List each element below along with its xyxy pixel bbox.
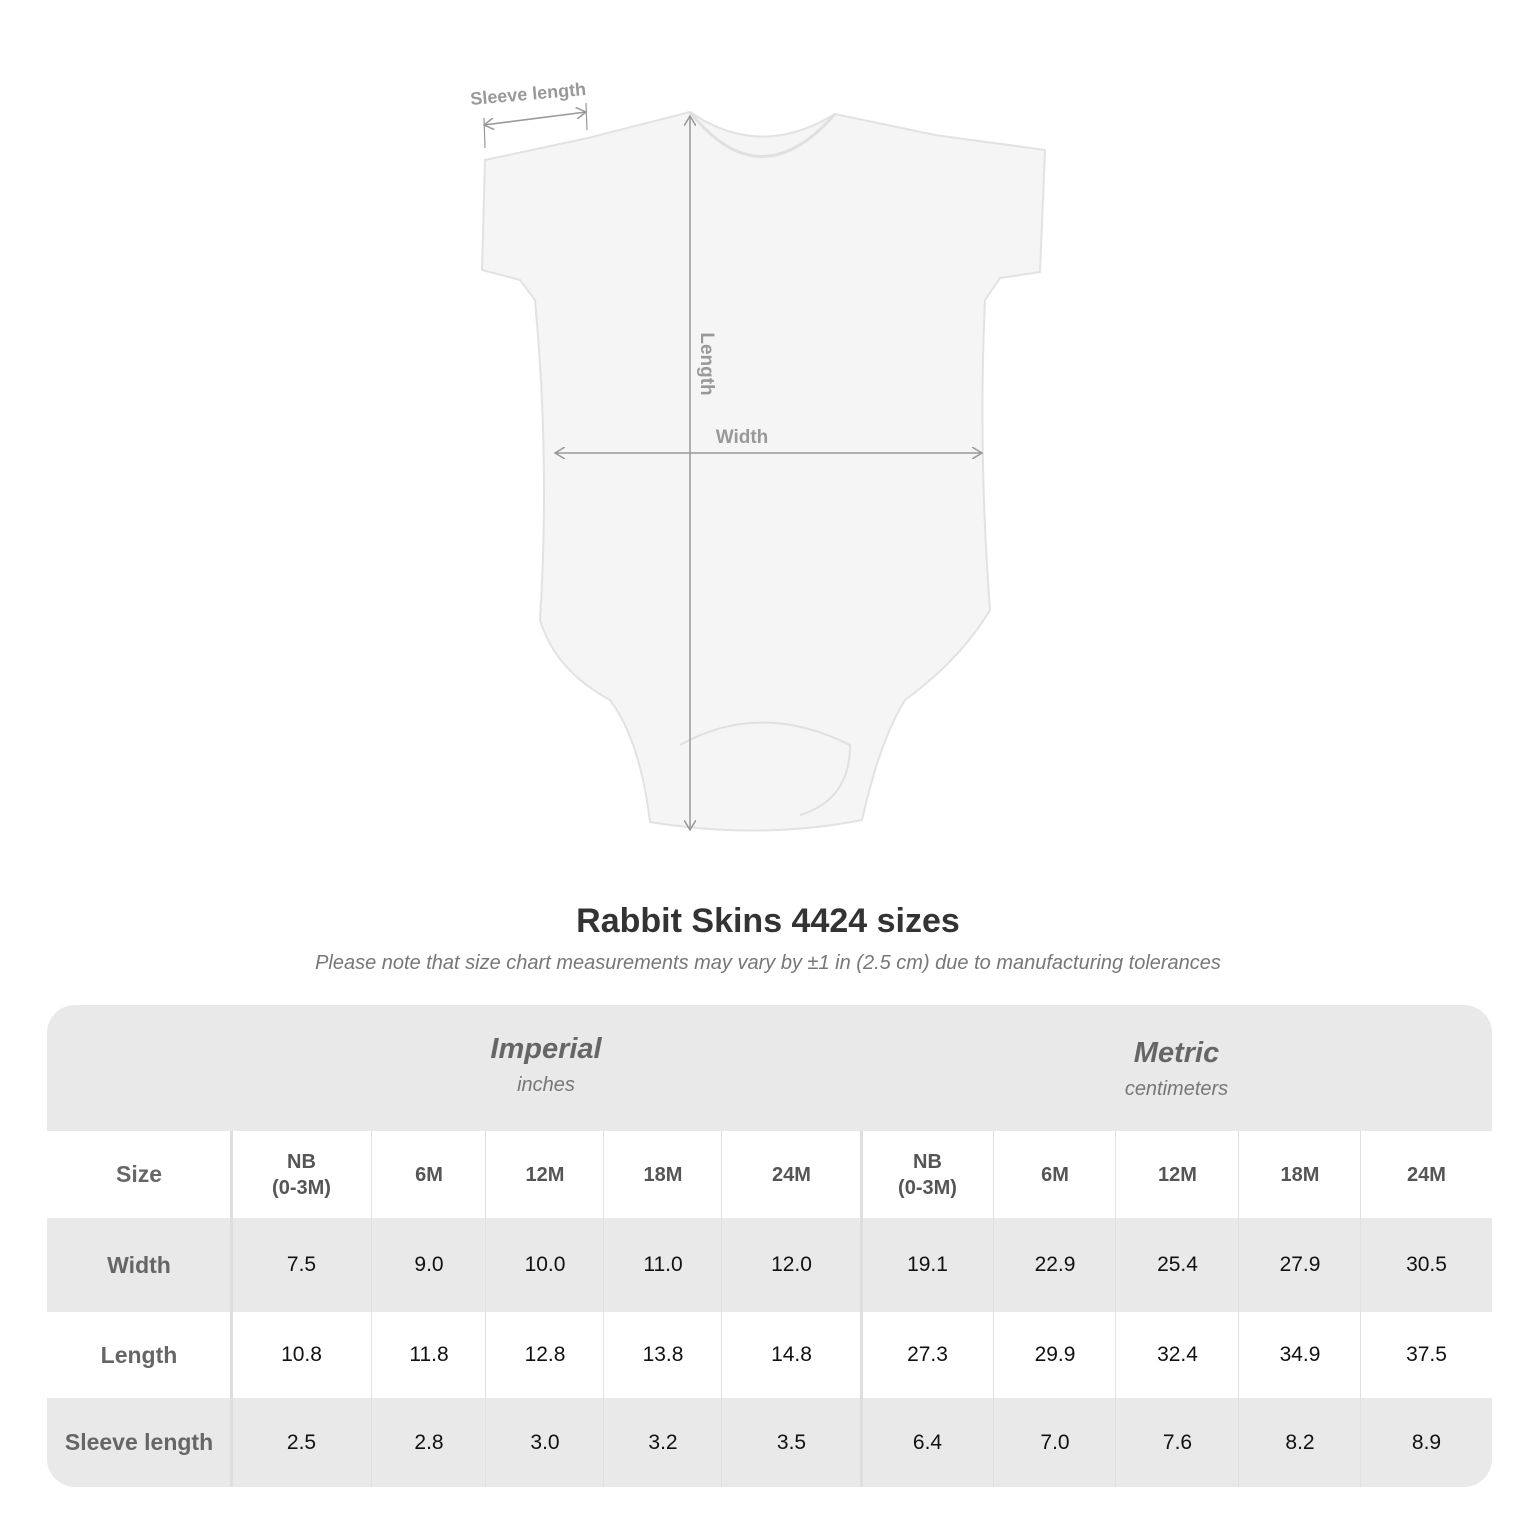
column-divider — [485, 1131, 486, 1487]
metric-value-cell: 8.9 — [1411, 1430, 1442, 1454]
imperial-value-cell: 7.5 — [286, 1253, 317, 1276]
imperial-value-cell: 12.8 — [524, 1343, 566, 1366]
column-divider — [721, 1131, 722, 1487]
metric-value-cell: 25.4 — [1157, 1253, 1198, 1276]
imperial-value-cell: 10.0 — [524, 1253, 566, 1276]
row-label: Width — [107, 1251, 171, 1278]
column-divider — [1115, 1131, 1116, 1487]
sleeve-arrow — [484, 112, 586, 125]
metric-value-cell: 32.4 — [1157, 1343, 1198, 1366]
size-header: 24M — [772, 1163, 811, 1186]
onesie-body — [480, 110, 1047, 832]
imperial-value-cell: 3.2 — [648, 1430, 678, 1454]
metric-value-cell: 22.9 — [1034, 1253, 1076, 1276]
sleeve-length-label: Sleeve length — [470, 79, 587, 109]
metric-title: Metric — [1133, 1037, 1220, 1069]
onesie-diagram: Sleeve length Length Width — [470, 79, 1047, 832]
row-label: Length — [100, 1341, 178, 1368]
size-header: NB (0-3M) — [272, 1150, 331, 1199]
column-divider — [993, 1131, 994, 1487]
size-header: NB (0-3M) — [898, 1150, 957, 1199]
imperial-value-cell: 12.0 — [771, 1253, 812, 1276]
chart-title: Rabbit Skins 4424 sizes — [576, 902, 960, 940]
column-divider — [860, 1131, 863, 1487]
chart-subtitle: Please note that size chart measurements… — [315, 952, 1221, 974]
crotch-flap — [679, 721, 852, 816]
metric-value-cell: 30.5 — [1406, 1253, 1447, 1276]
size-header: 6M — [415, 1163, 443, 1186]
imperial-value-cell: 11.0 — [643, 1253, 683, 1276]
metric-value-cell: 6.4 — [912, 1430, 943, 1454]
metric-value-cell: 7.6 — [1162, 1430, 1193, 1454]
column-divider — [230, 1131, 233, 1487]
imperial-value-cell: 2.5 — [286, 1430, 317, 1454]
imperial-value-cell: 3.0 — [530, 1430, 560, 1454]
imperial-value-cell: 11.8 — [409, 1343, 449, 1366]
metric-value-cell: 27.9 — [1279, 1253, 1321, 1276]
metric-value-cell: 27.3 — [907, 1343, 948, 1366]
imperial-value-cell: 2.8 — [414, 1430, 444, 1454]
column-divider — [1238, 1131, 1239, 1487]
metric-value-cell: 19.1 — [907, 1253, 948, 1276]
metric-header: Metric centimeters — [861, 1037, 1492, 1101]
column-divider — [603, 1131, 604, 1487]
imperial-value-cell: 9.0 — [414, 1253, 444, 1276]
metric-value-cell: 29.9 — [1034, 1343, 1076, 1366]
width-label: Width — [716, 427, 769, 448]
size-header: 24M — [1407, 1163, 1446, 1186]
row-band — [47, 1398, 1492, 1487]
imperial-value-cell: 10.8 — [281, 1343, 322, 1366]
length-label: Length — [696, 332, 717, 395]
size-header: 6M — [1041, 1163, 1069, 1186]
system-header-band — [47, 1005, 1492, 1131]
metric-value-cell: 7.0 — [1040, 1430, 1070, 1454]
imperial-value-cell: 3.5 — [776, 1430, 807, 1454]
metric-value-cell: 8.2 — [1285, 1430, 1315, 1454]
row-band — [47, 1218, 1492, 1312]
column-divider — [371, 1131, 372, 1487]
imperial-title: Imperial — [490, 1033, 602, 1065]
metric-value-cell: 37.5 — [1406, 1343, 1447, 1366]
metric-unit: centimeters — [1124, 1078, 1229, 1100]
size-header: 18M — [643, 1163, 683, 1186]
size-header: 12M — [1158, 1163, 1197, 1186]
imperial-value-cell: 14.8 — [771, 1343, 812, 1366]
imperial-unit: inches — [517, 1074, 575, 1096]
row-label: Sleeve length — [64, 1429, 214, 1455]
metric-value-cell: 34.9 — [1279, 1343, 1321, 1366]
size-header: 18M — [1280, 1163, 1320, 1186]
size-header: 12M — [525, 1163, 565, 1186]
size-header-label: Size — [115, 1161, 163, 1187]
column-divider — [1360, 1131, 1361, 1487]
imperial-value-cell: 13.8 — [642, 1343, 684, 1366]
size-table: Imperial inches Metric centimeters Size N… — [47, 1005, 1492, 1487]
neckline — [688, 111, 837, 158]
imperial-header: Imperial inches — [231, 1033, 861, 1097]
